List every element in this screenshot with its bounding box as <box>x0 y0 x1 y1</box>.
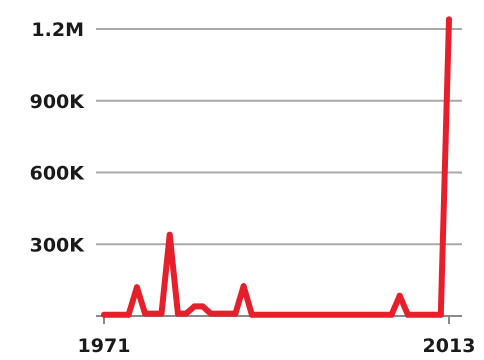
y-tick-label: 900K <box>30 91 86 113</box>
data-point <box>174 310 181 317</box>
data-point <box>446 16 452 23</box>
y-tick-label: 300K <box>30 234 86 256</box>
data-point <box>437 311 444 318</box>
data-point <box>166 231 173 238</box>
x-axis-tick-labels: 1971 2013 <box>78 316 476 357</box>
data-point <box>429 311 436 318</box>
data-point <box>248 311 255 318</box>
data-point <box>158 310 165 317</box>
data-point <box>396 292 403 299</box>
gridlines <box>96 28 462 317</box>
y-tick-label: 1.2M <box>31 19 84 41</box>
data-point <box>191 303 198 310</box>
x-tick-label: 1971 <box>78 335 131 357</box>
data-point <box>199 303 206 310</box>
data-point <box>240 283 247 290</box>
series-line <box>101 16 452 318</box>
data-point <box>388 311 395 318</box>
data-point <box>133 284 140 291</box>
data-point <box>101 311 107 318</box>
data-point <box>142 310 149 317</box>
data-point <box>183 310 190 317</box>
data-point <box>207 310 214 317</box>
data-point <box>232 310 239 317</box>
x-tick-label: 2013 <box>423 335 476 357</box>
series-layer <box>101 16 452 318</box>
data-point <box>125 311 132 318</box>
data-point <box>404 311 411 318</box>
y-axis-tick-labels: 1.2M 900K 600K 300K <box>30 19 86 256</box>
y-tick-label: 600K <box>30 163 86 185</box>
